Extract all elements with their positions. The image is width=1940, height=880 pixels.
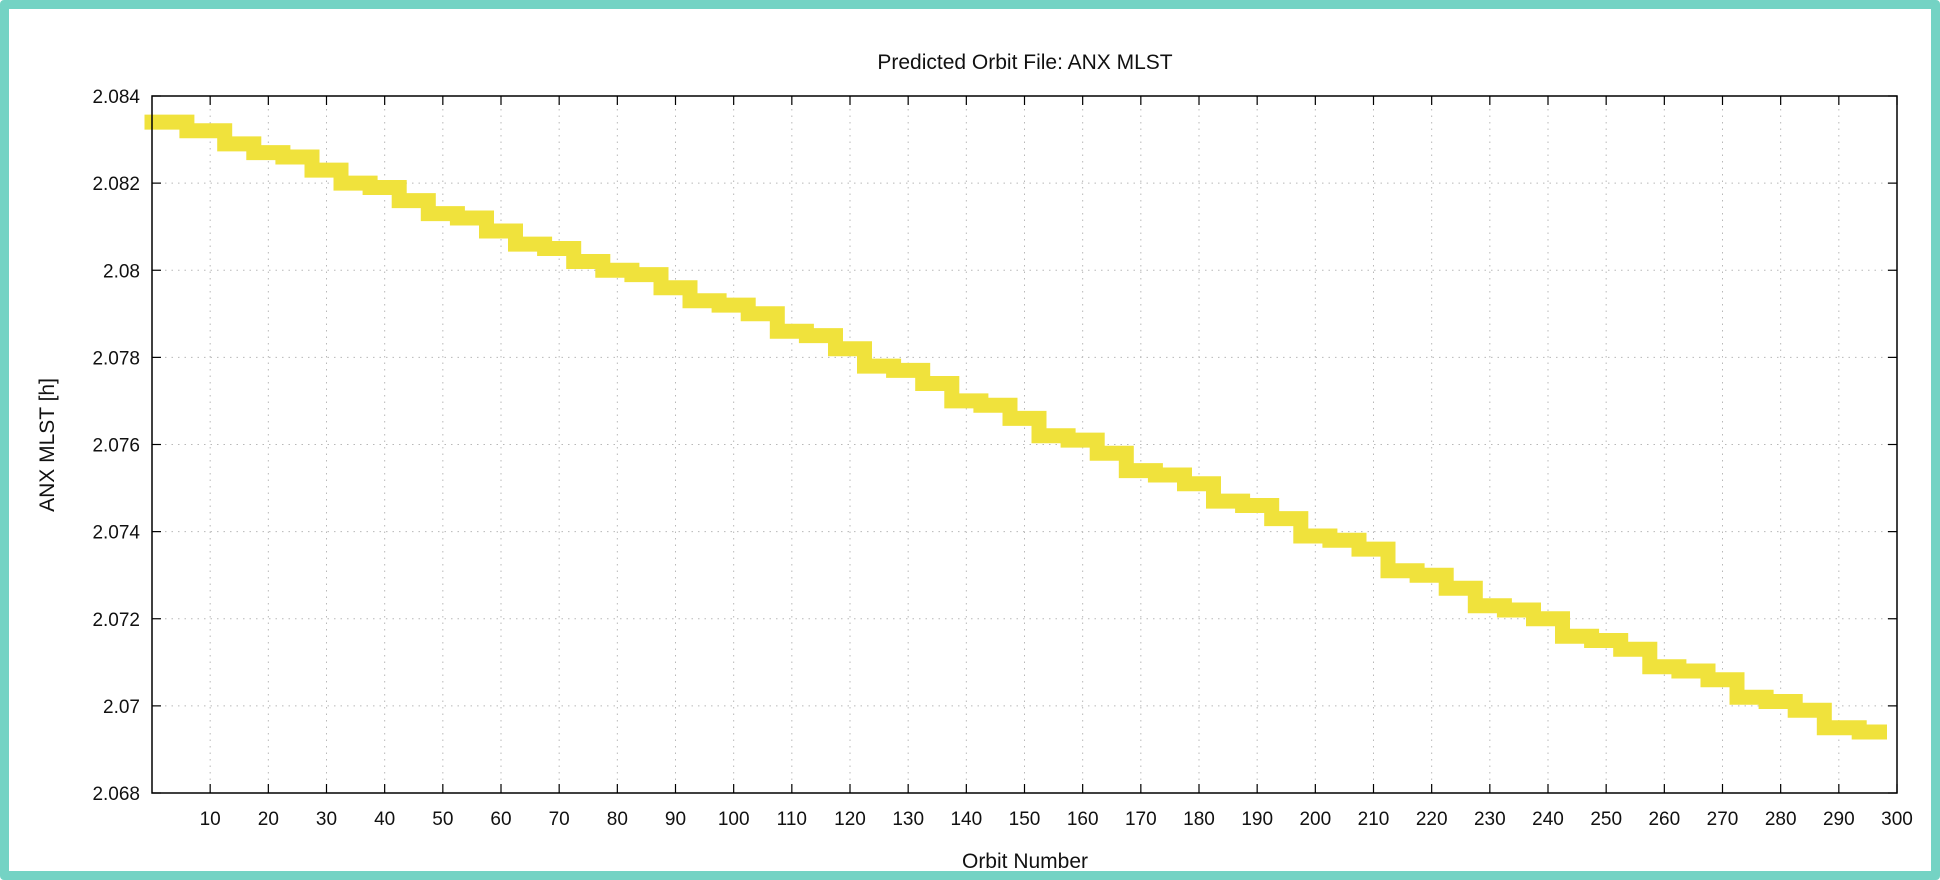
x-tick-label: 230: [1474, 809, 1506, 830]
x-tick-label: 110: [777, 809, 807, 830]
chart-title: Predicted Orbit File: ANX MLST: [877, 51, 1172, 74]
x-tick-label: 90: [665, 809, 686, 830]
x-tick-label: 80: [607, 809, 628, 830]
x-axis-label: Orbit Number: [962, 850, 1088, 873]
x-tick-label: 150: [1009, 809, 1041, 830]
x-tick-label: 20: [258, 809, 279, 830]
y-tick-label: 2.08: [103, 261, 140, 282]
series-layer: [144, 114, 1887, 740]
y-tick-label: 2.068: [92, 784, 140, 805]
x-tick-label: 280: [1765, 809, 1797, 830]
x-tick-label: 180: [1183, 809, 1215, 830]
x-tick-label: 220: [1416, 809, 1448, 830]
x-tick-label: 10: [200, 809, 221, 830]
x-tick-label: 70: [549, 809, 570, 830]
x-tick-label: 250: [1590, 809, 1622, 830]
x-tick-label: 240: [1532, 809, 1564, 830]
x-tick-label: 290: [1823, 809, 1855, 830]
x-tick-label: 60: [490, 809, 511, 830]
y-tick-label: 2.074: [92, 523, 140, 544]
x-tick-label: 130: [892, 809, 924, 830]
y-axis-label: ANX MLST [h]: [36, 378, 59, 512]
x-tick-label: 200: [1299, 809, 1331, 830]
y-tick-label: 2.076: [92, 436, 140, 457]
x-tick-label: 140: [950, 809, 982, 830]
x-tick-label: 30: [316, 809, 337, 830]
y-tick-label: 2.078: [92, 348, 140, 369]
x-axis-ticks: 10 20 30 40 50 60 70 80 90 100 110 120 130 140 150 160 1…: [200, 96, 1913, 830]
x-tick-label: 160: [1067, 809, 1099, 830]
y-tick-label: 2.084: [92, 87, 140, 108]
x-tick-label: 50: [432, 809, 453, 830]
x-tick-label: 170: [1125, 809, 1157, 830]
x-tick-label: 120: [834, 809, 866, 830]
x-tick-label: 300: [1881, 809, 1913, 830]
y-tick-label: 2.07: [103, 697, 140, 718]
x-tick-label: 40: [374, 809, 395, 830]
x-tick-label: 210: [1358, 809, 1390, 830]
y-axis-ticks: 2.068 2.07 2.072 2.074 2.076 2.078 2.08 2.082 2.…: [92, 87, 1897, 805]
y-tick-label: 2.082: [92, 174, 140, 195]
x-tick-label: 100: [718, 809, 750, 830]
y-tick-label: 2.072: [92, 610, 140, 631]
grid-lines: [152, 96, 1897, 793]
x-tick-label: 190: [1241, 809, 1273, 830]
series-line-0: [144, 114, 1887, 740]
x-tick-label: 260: [1648, 809, 1680, 830]
x-tick-label: 270: [1707, 809, 1739, 830]
